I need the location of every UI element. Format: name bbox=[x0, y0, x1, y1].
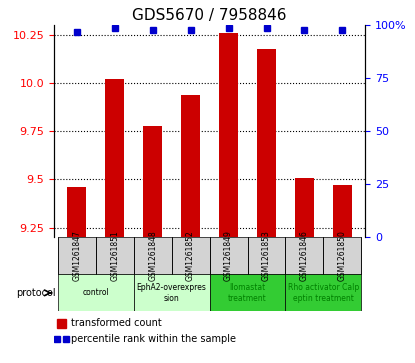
Text: GSM1261846: GSM1261846 bbox=[300, 231, 309, 281]
FancyBboxPatch shape bbox=[134, 274, 210, 311]
Bar bbox=[295, 178, 314, 237]
FancyBboxPatch shape bbox=[134, 237, 172, 274]
Text: GSM1261850: GSM1261850 bbox=[338, 231, 347, 281]
FancyBboxPatch shape bbox=[210, 237, 247, 274]
Text: GSM1261851: GSM1261851 bbox=[110, 231, 119, 281]
Bar bbox=[105, 79, 124, 237]
Text: Rho activator Calp
eptin treatment: Rho activator Calp eptin treatment bbox=[288, 283, 359, 303]
Text: GSM1261852: GSM1261852 bbox=[186, 231, 195, 281]
FancyBboxPatch shape bbox=[247, 237, 286, 274]
FancyBboxPatch shape bbox=[58, 274, 134, 311]
Title: GDS5670 / 7958846: GDS5670 / 7958846 bbox=[132, 8, 287, 23]
Text: control: control bbox=[82, 288, 109, 297]
Bar bbox=[143, 126, 162, 237]
Text: GSM1261847: GSM1261847 bbox=[72, 231, 81, 281]
FancyBboxPatch shape bbox=[286, 237, 323, 274]
Bar bbox=[57, 319, 66, 328]
Text: Ilomastat
treatment: Ilomastat treatment bbox=[228, 283, 267, 303]
Bar bbox=[181, 95, 200, 237]
Bar bbox=[333, 185, 352, 237]
Text: transformed count: transformed count bbox=[71, 318, 162, 329]
Text: protocol: protocol bbox=[16, 288, 56, 298]
Text: GSM1261849: GSM1261849 bbox=[224, 231, 233, 281]
Text: GSM1261848: GSM1261848 bbox=[148, 231, 157, 281]
FancyBboxPatch shape bbox=[286, 274, 361, 311]
Text: EphA2-overexpres
sion: EphA2-overexpres sion bbox=[137, 283, 207, 303]
FancyBboxPatch shape bbox=[323, 237, 361, 274]
FancyBboxPatch shape bbox=[96, 237, 134, 274]
Bar bbox=[257, 49, 276, 237]
FancyBboxPatch shape bbox=[210, 274, 286, 311]
Bar bbox=[67, 187, 86, 237]
Bar bbox=[219, 33, 238, 237]
FancyBboxPatch shape bbox=[172, 237, 210, 274]
FancyBboxPatch shape bbox=[58, 237, 96, 274]
Text: percentile rank within the sample: percentile rank within the sample bbox=[71, 334, 236, 344]
Text: GSM1261853: GSM1261853 bbox=[262, 231, 271, 281]
